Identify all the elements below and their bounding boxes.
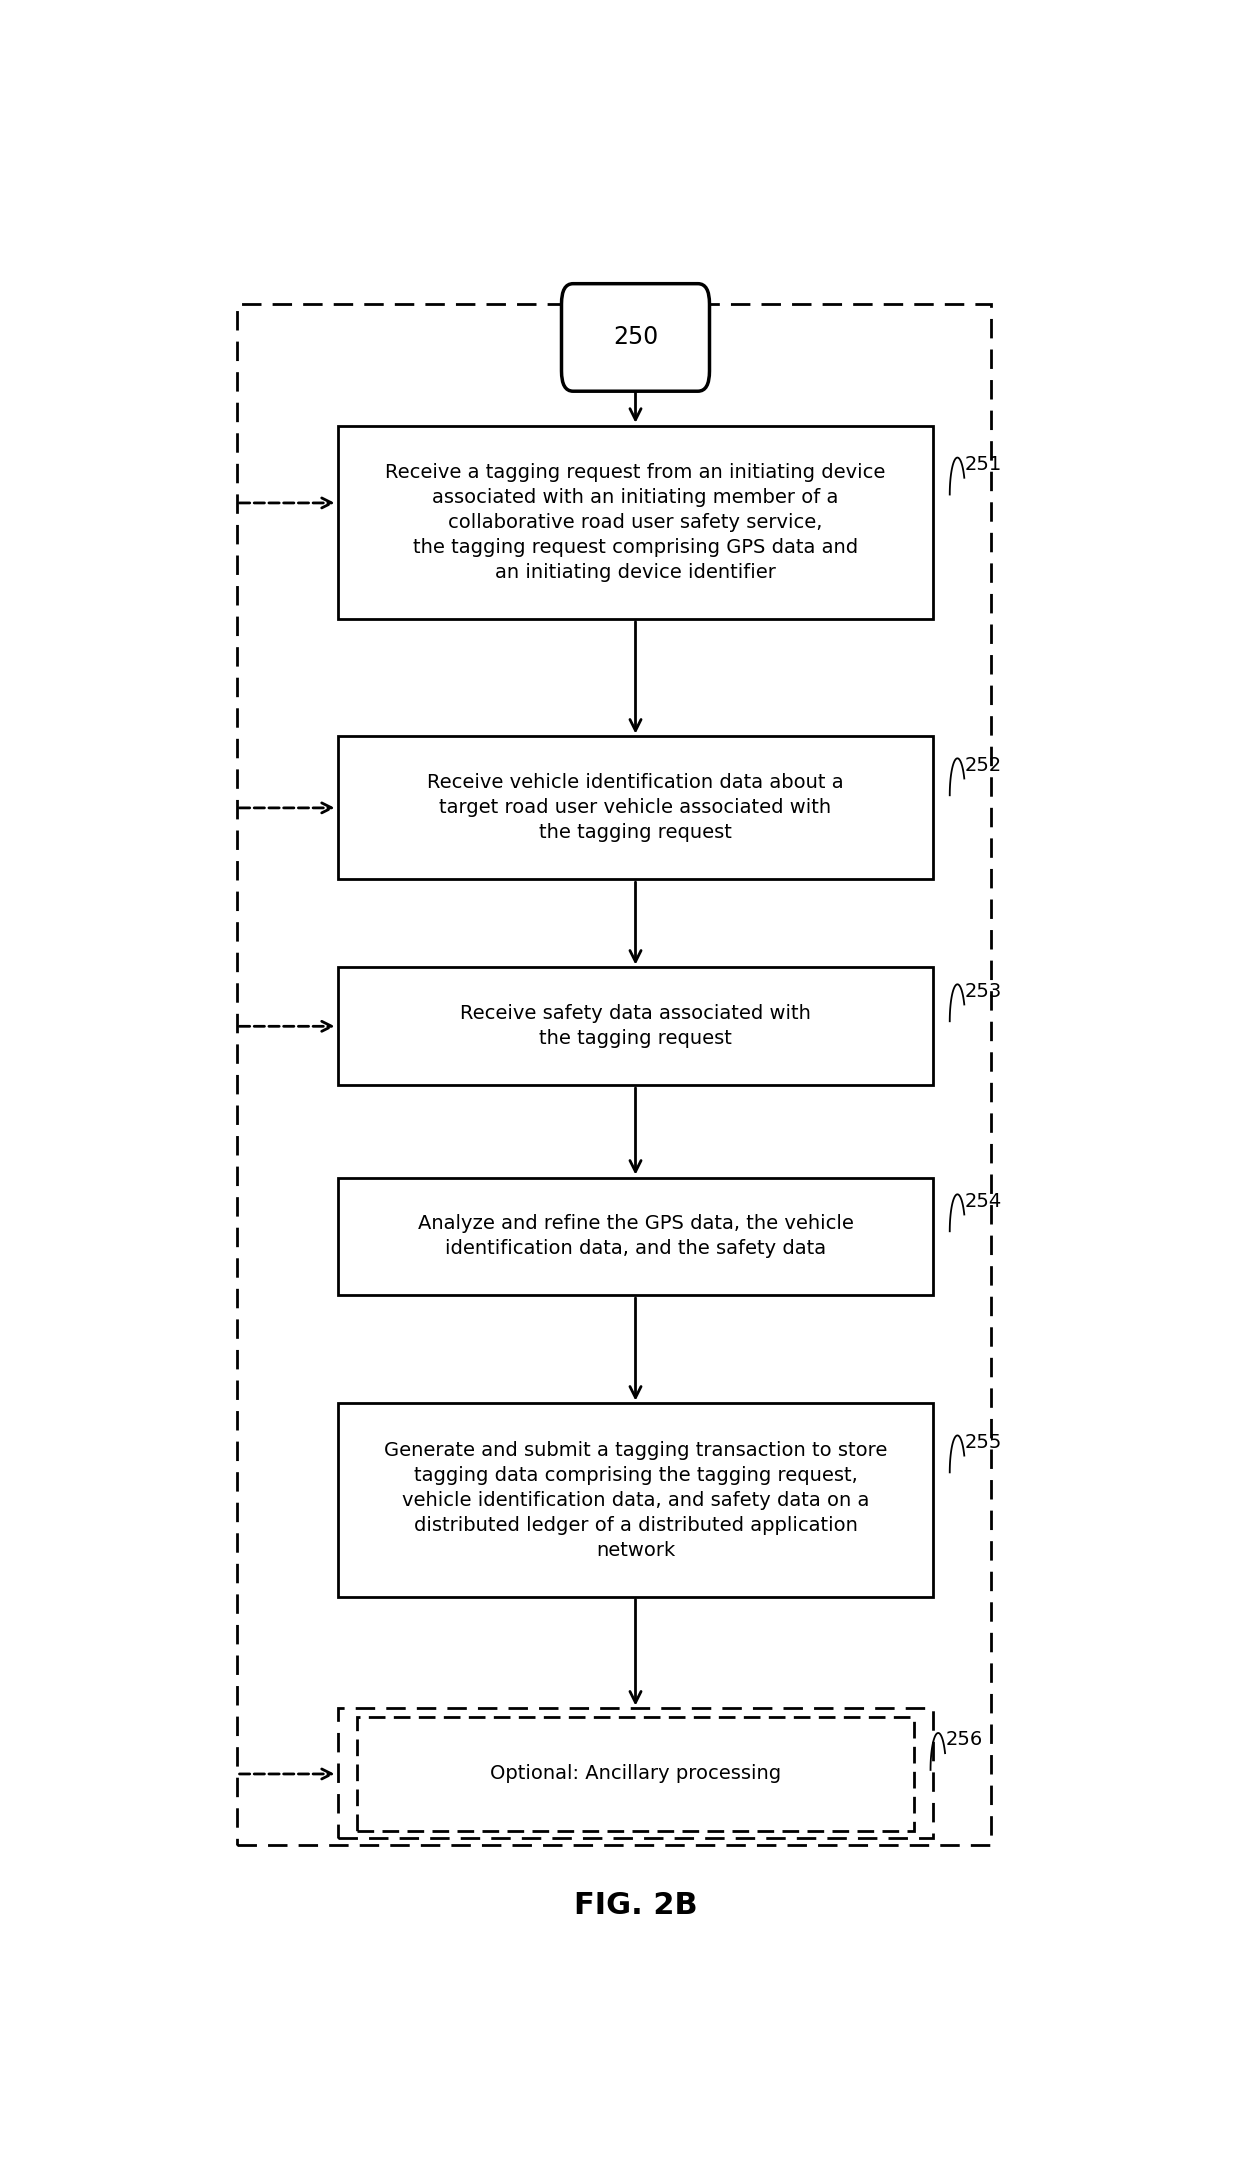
FancyBboxPatch shape bbox=[337, 738, 934, 879]
Text: Receive safety data associated with
the tagging request: Receive safety data associated with the … bbox=[460, 1004, 811, 1047]
FancyBboxPatch shape bbox=[337, 967, 934, 1084]
Text: 250: 250 bbox=[613, 325, 658, 349]
FancyBboxPatch shape bbox=[357, 1717, 914, 1831]
Text: Receive vehicle identification data about a
target road user vehicle associated : Receive vehicle identification data abou… bbox=[428, 772, 843, 842]
Text: FIG. 2B: FIG. 2B bbox=[574, 1890, 697, 1920]
Text: 251: 251 bbox=[965, 454, 1002, 473]
Text: 253: 253 bbox=[965, 982, 1002, 1002]
Text: 254: 254 bbox=[965, 1191, 1002, 1211]
Text: Optional: Ancillary processing: Optional: Ancillary processing bbox=[490, 1765, 781, 1783]
Text: 252: 252 bbox=[965, 755, 1002, 775]
FancyBboxPatch shape bbox=[562, 284, 709, 391]
Text: Analyze and refine the GPS data, the vehicle
identification data, and the safety: Analyze and refine the GPS data, the veh… bbox=[418, 1215, 853, 1259]
FancyBboxPatch shape bbox=[337, 1403, 934, 1597]
FancyBboxPatch shape bbox=[337, 1178, 934, 1296]
Text: 255: 255 bbox=[965, 1434, 1002, 1451]
Text: 256: 256 bbox=[946, 1730, 983, 1750]
Text: Receive a tagging request from an initiating device
associated with an initiatin: Receive a tagging request from an initia… bbox=[386, 463, 885, 583]
Text: Generate and submit a tagging transaction to store
tagging data comprising the t: Generate and submit a tagging transactio… bbox=[384, 1440, 887, 1560]
FancyBboxPatch shape bbox=[337, 425, 934, 620]
